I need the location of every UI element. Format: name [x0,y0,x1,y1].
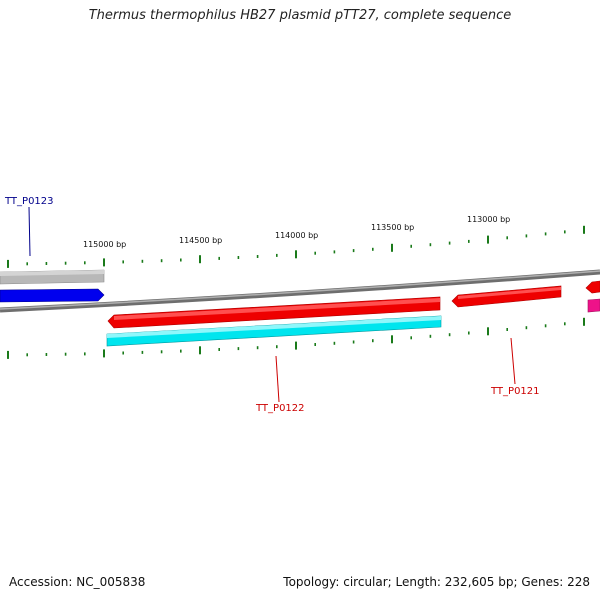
gene-label-tt-p0122[interactable]: TT_P0122 [255,403,305,414]
ruler-label-113500: 113500 bp [371,223,414,232]
ruler-label-113000: 113000 bp [467,215,510,224]
gene-label-tt-p0123[interactable]: TT_P0123 [4,196,54,207]
backbone-arc [0,269,600,313]
backbone-arc-highlight [0,270,600,310]
magenta-feature-partial [587,298,600,313]
summary-text: Topology: circular; Length: 232,605 bp; … [283,575,590,589]
inner-tick-row [7,317,585,359]
map-title: Thermus thermophilus HB27 plasmid pTT27,… [88,8,512,23]
gray-feature-shine [0,270,104,276]
ruler-label-115000: 115000 bp [83,240,126,249]
leader-line-tt-p0122 [275,355,280,403]
gene-label-tt-p0121[interactable]: TT_P0121 [490,386,540,397]
cyan-feature-shine [107,316,441,338]
outer-tick-row [7,225,585,268]
red-feature-tt-p0122-shine [114,298,440,320]
red-feature-partial [585,280,600,294]
red-feature-tt-p0121-shine [458,287,561,299]
leader-line-tt-p0123 [28,206,31,257]
blue-feature-arrow [0,288,105,303]
ruler-label-114000: 114000 bp [275,231,318,240]
leader-line-tt-p0121 [510,337,516,385]
accession-text: Accession: NC_005838 [9,575,146,589]
ruler-label-114500: 114500 bp [179,236,222,245]
